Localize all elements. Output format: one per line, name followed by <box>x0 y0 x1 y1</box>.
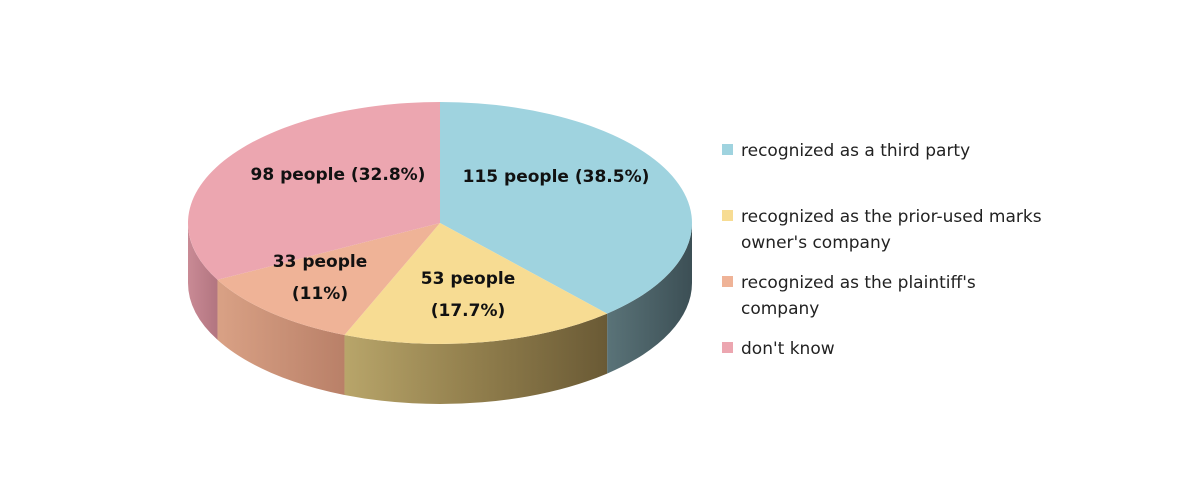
pie-slice-prior-used <box>344 223 608 345</box>
legend-swatch-plaintiff <box>722 276 733 287</box>
pie-side-dont-know <box>188 223 218 340</box>
legend-swatch-third-party <box>722 144 733 155</box>
legend-item-dont-know: don't know <box>722 336 835 362</box>
legend-swatch-dont-know <box>722 342 733 353</box>
pie-sides <box>188 223 692 405</box>
pie-slice-dont-know <box>188 102 440 280</box>
pie-slice-plaintiff <box>217 223 440 335</box>
legend-swatch-prior-used <box>722 210 733 221</box>
slice-label-line2-plaintiff: (11%) <box>292 284 348 304</box>
slice-label-third-party: 115 people (38.5%) <box>463 167 650 187</box>
slice-label-line1-dont-know: 98 people (32.8%) <box>251 165 426 185</box>
legend-label-dont-know: don't know <box>741 339 835 359</box>
legend-label-third-party: recognized as a third party <box>741 141 971 161</box>
pie-tops <box>188 102 693 345</box>
legend-label-prior-used: recognized as the prior-used marks owner… <box>741 207 1042 253</box>
pie-labels: 115 people (38.5%) 53 people (17.7%) 33 peo… <box>251 165 650 321</box>
slice-label-prior-used: 53 people (17.7%) <box>421 269 515 321</box>
pie-side-prior-used <box>344 313 608 405</box>
legend-item-plaintiff: recognized as the plaintiff's company <box>722 270 976 322</box>
pie-side-third-party <box>607 223 692 374</box>
slice-label-line2-prior-used: (17.7%) <box>431 301 506 321</box>
pie-side-plaintiff <box>217 279 345 395</box>
legend-item-third-party: recognized as a third party <box>722 138 970 164</box>
slice-label-line1-third-party: 115 people (38.5%) <box>463 167 650 187</box>
slice-label-line1-prior-used: 53 people <box>421 269 515 289</box>
pie-slice-third-party <box>440 102 693 314</box>
slice-label-dont-know: 98 people (32.8%) <box>251 165 426 185</box>
legend-item-prior-used: recognized as the prior-used marks owner… <box>722 204 1042 256</box>
legend-label-plaintiff: recognized as the plaintiff's company <box>741 273 976 319</box>
slice-label-line1-plaintiff: 33 people <box>273 252 367 272</box>
slice-label-plaintiff: 33 people (11%) <box>273 252 367 304</box>
